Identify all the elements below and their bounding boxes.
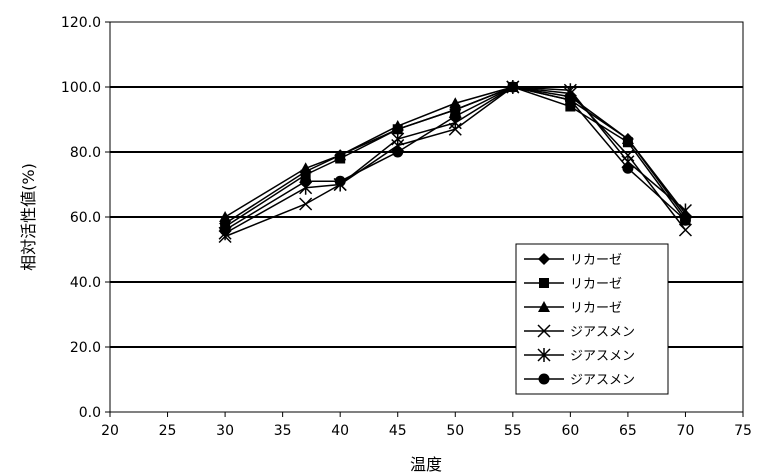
data-point <box>449 97 462 109</box>
data-point <box>678 223 692 237</box>
legend-marker <box>537 348 551 362</box>
x-tick-label: 50 <box>446 423 464 439</box>
x-tick-label: 45 <box>389 423 407 439</box>
y-tick-label: 120.0 <box>61 15 101 31</box>
x-tick-label: 55 <box>504 423 522 439</box>
data-point <box>679 214 691 226</box>
data-point <box>334 149 347 161</box>
y-tick-label: 100.0 <box>61 80 101 96</box>
y-tick-label: 80.0 <box>70 145 101 161</box>
legend-label: リカーゼ <box>570 253 622 268</box>
legend-item: リカーゼ <box>524 253 622 268</box>
series-6 <box>219 81 691 236</box>
data-point <box>564 94 576 106</box>
data-point <box>392 146 404 158</box>
data-point <box>449 110 461 122</box>
x-tick-label: 70 <box>677 423 695 439</box>
x-tick-label: 75 <box>734 423 752 439</box>
x-axis-label: 温度 <box>410 455 442 474</box>
data-point <box>391 132 405 146</box>
data-point <box>565 101 576 112</box>
x-tick-label: 20 <box>101 423 119 439</box>
y-tick-label: 0.0 <box>79 405 101 421</box>
y-tick-label: 40.0 <box>70 275 101 291</box>
legend-marker <box>537 324 551 338</box>
data-point <box>621 133 634 144</box>
data-point <box>219 211 232 222</box>
data-point <box>219 224 231 236</box>
data-point <box>450 104 461 115</box>
data-point <box>622 162 634 174</box>
data-point <box>299 162 312 174</box>
legend-marker <box>539 278 549 288</box>
legend-marker <box>538 301 550 312</box>
legend-item: ジアスメン <box>524 348 635 364</box>
x-tick-label: 25 <box>159 423 177 439</box>
legend-label: ジアスメン <box>570 349 635 364</box>
y-axis-label: 相対活性値(%) <box>19 163 38 271</box>
y-tick-label: 20.0 <box>70 340 101 356</box>
legend-marker <box>538 253 550 265</box>
x-tick-label: 40 <box>331 423 349 439</box>
data-point <box>334 175 346 187</box>
legend-label: リカーゼ <box>570 301 622 316</box>
legend-label: ジアスメン <box>570 325 635 340</box>
x-tick-label: 60 <box>561 423 579 439</box>
axes: 0.0 20.0 40.0 60.0 80.0 100.0 120.0 20 25 30 35 40 4… <box>61 15 752 439</box>
x-tick-label: 65 <box>619 423 637 439</box>
legend-item: リカーゼ <box>524 301 622 316</box>
legend-item: リカーゼ <box>524 277 622 292</box>
legend-label: リカーゼ <box>570 277 622 292</box>
legend-label: ジアスメン <box>570 373 635 388</box>
x-tick-label: 35 <box>274 423 292 439</box>
data-point <box>391 120 404 131</box>
legend-box <box>515 243 669 395</box>
legend-item: ジアスメン <box>524 373 635 388</box>
data-point <box>507 81 519 93</box>
data-point <box>299 197 313 211</box>
legend-item: ジアスメン <box>524 324 635 340</box>
legend-marker <box>538 373 550 385</box>
data-point <box>300 175 312 187</box>
series-group <box>218 80 692 244</box>
y-tick-label: 60.0 <box>70 210 101 226</box>
x-tick-label: 30 <box>216 423 234 439</box>
data-point <box>300 169 311 180</box>
